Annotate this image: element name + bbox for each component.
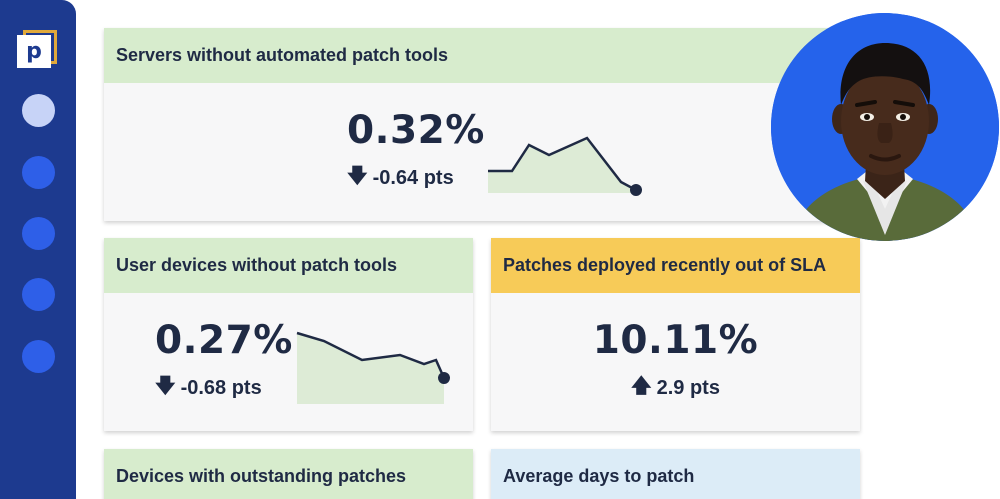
card-title: Devices with outstanding patches	[104, 449, 473, 499]
user-devices-card[interactable]: User devices without patch tools 0.27% 🡇…	[104, 238, 473, 431]
patches-sla-card[interactable]: Patches deployed recently out of SLA 10.…	[491, 238, 860, 431]
arrow-down-icon: 🡇	[347, 165, 368, 187]
sidebar: p	[0, 0, 76, 499]
sparkline-line	[488, 136, 637, 192]
card-title: User devices without patch tools	[104, 238, 473, 293]
metric-value: 10.11%	[592, 318, 759, 363]
card-title: Patches deployed recently out of SLA	[491, 238, 860, 293]
sparkline-chart	[488, 136, 642, 196]
card-title: Servers without automated patch tools	[104, 28, 859, 83]
delta-value: 2.9 pts	[656, 376, 720, 399]
metric-delta: 🡇 -0.64 pts	[347, 161, 454, 195]
delta-value: -0.68 pts	[180, 376, 262, 399]
metric-value: 0.27%	[155, 318, 293, 363]
metric-value: 0.32%	[347, 108, 485, 153]
sparkline-endpoint	[630, 184, 642, 196]
delta-value: -0.64 pts	[372, 166, 454, 189]
user-avatar-photo	[771, 13, 999, 241]
nav-item-3[interactable]	[22, 217, 55, 250]
metric-delta: 🡅 2.9 pts	[491, 371, 860, 405]
metric-delta: 🡇 -0.68 pts	[155, 371, 262, 405]
nav-item-2[interactable]	[22, 156, 55, 189]
outstanding-patches-card[interactable]: Devices with outstanding patches	[104, 449, 473, 499]
sparkline-area	[297, 333, 444, 404]
nav-item-5[interactable]	[22, 340, 55, 373]
sparkline-line	[296, 331, 446, 379]
sparkline-area	[488, 138, 636, 193]
arrow-down-icon: 🡇	[155, 375, 176, 397]
sparkline-endpoint	[438, 372, 450, 384]
nav-item-1[interactable]	[22, 94, 55, 127]
avg-days-card[interactable]: Average days to patch	[491, 449, 860, 499]
nav-item-4[interactable]	[22, 278, 55, 311]
card-title: Average days to patch	[491, 449, 860, 499]
arrow-up-icon: 🡅	[631, 375, 652, 397]
user-avatar	[771, 13, 999, 241]
logo-letter: p	[17, 35, 51, 68]
app-logo[interactable]: p	[17, 30, 57, 68]
sparkline-chart	[296, 331, 450, 404]
servers-patch-card[interactable]: Servers without automated patch tools 0.…	[104, 28, 859, 221]
